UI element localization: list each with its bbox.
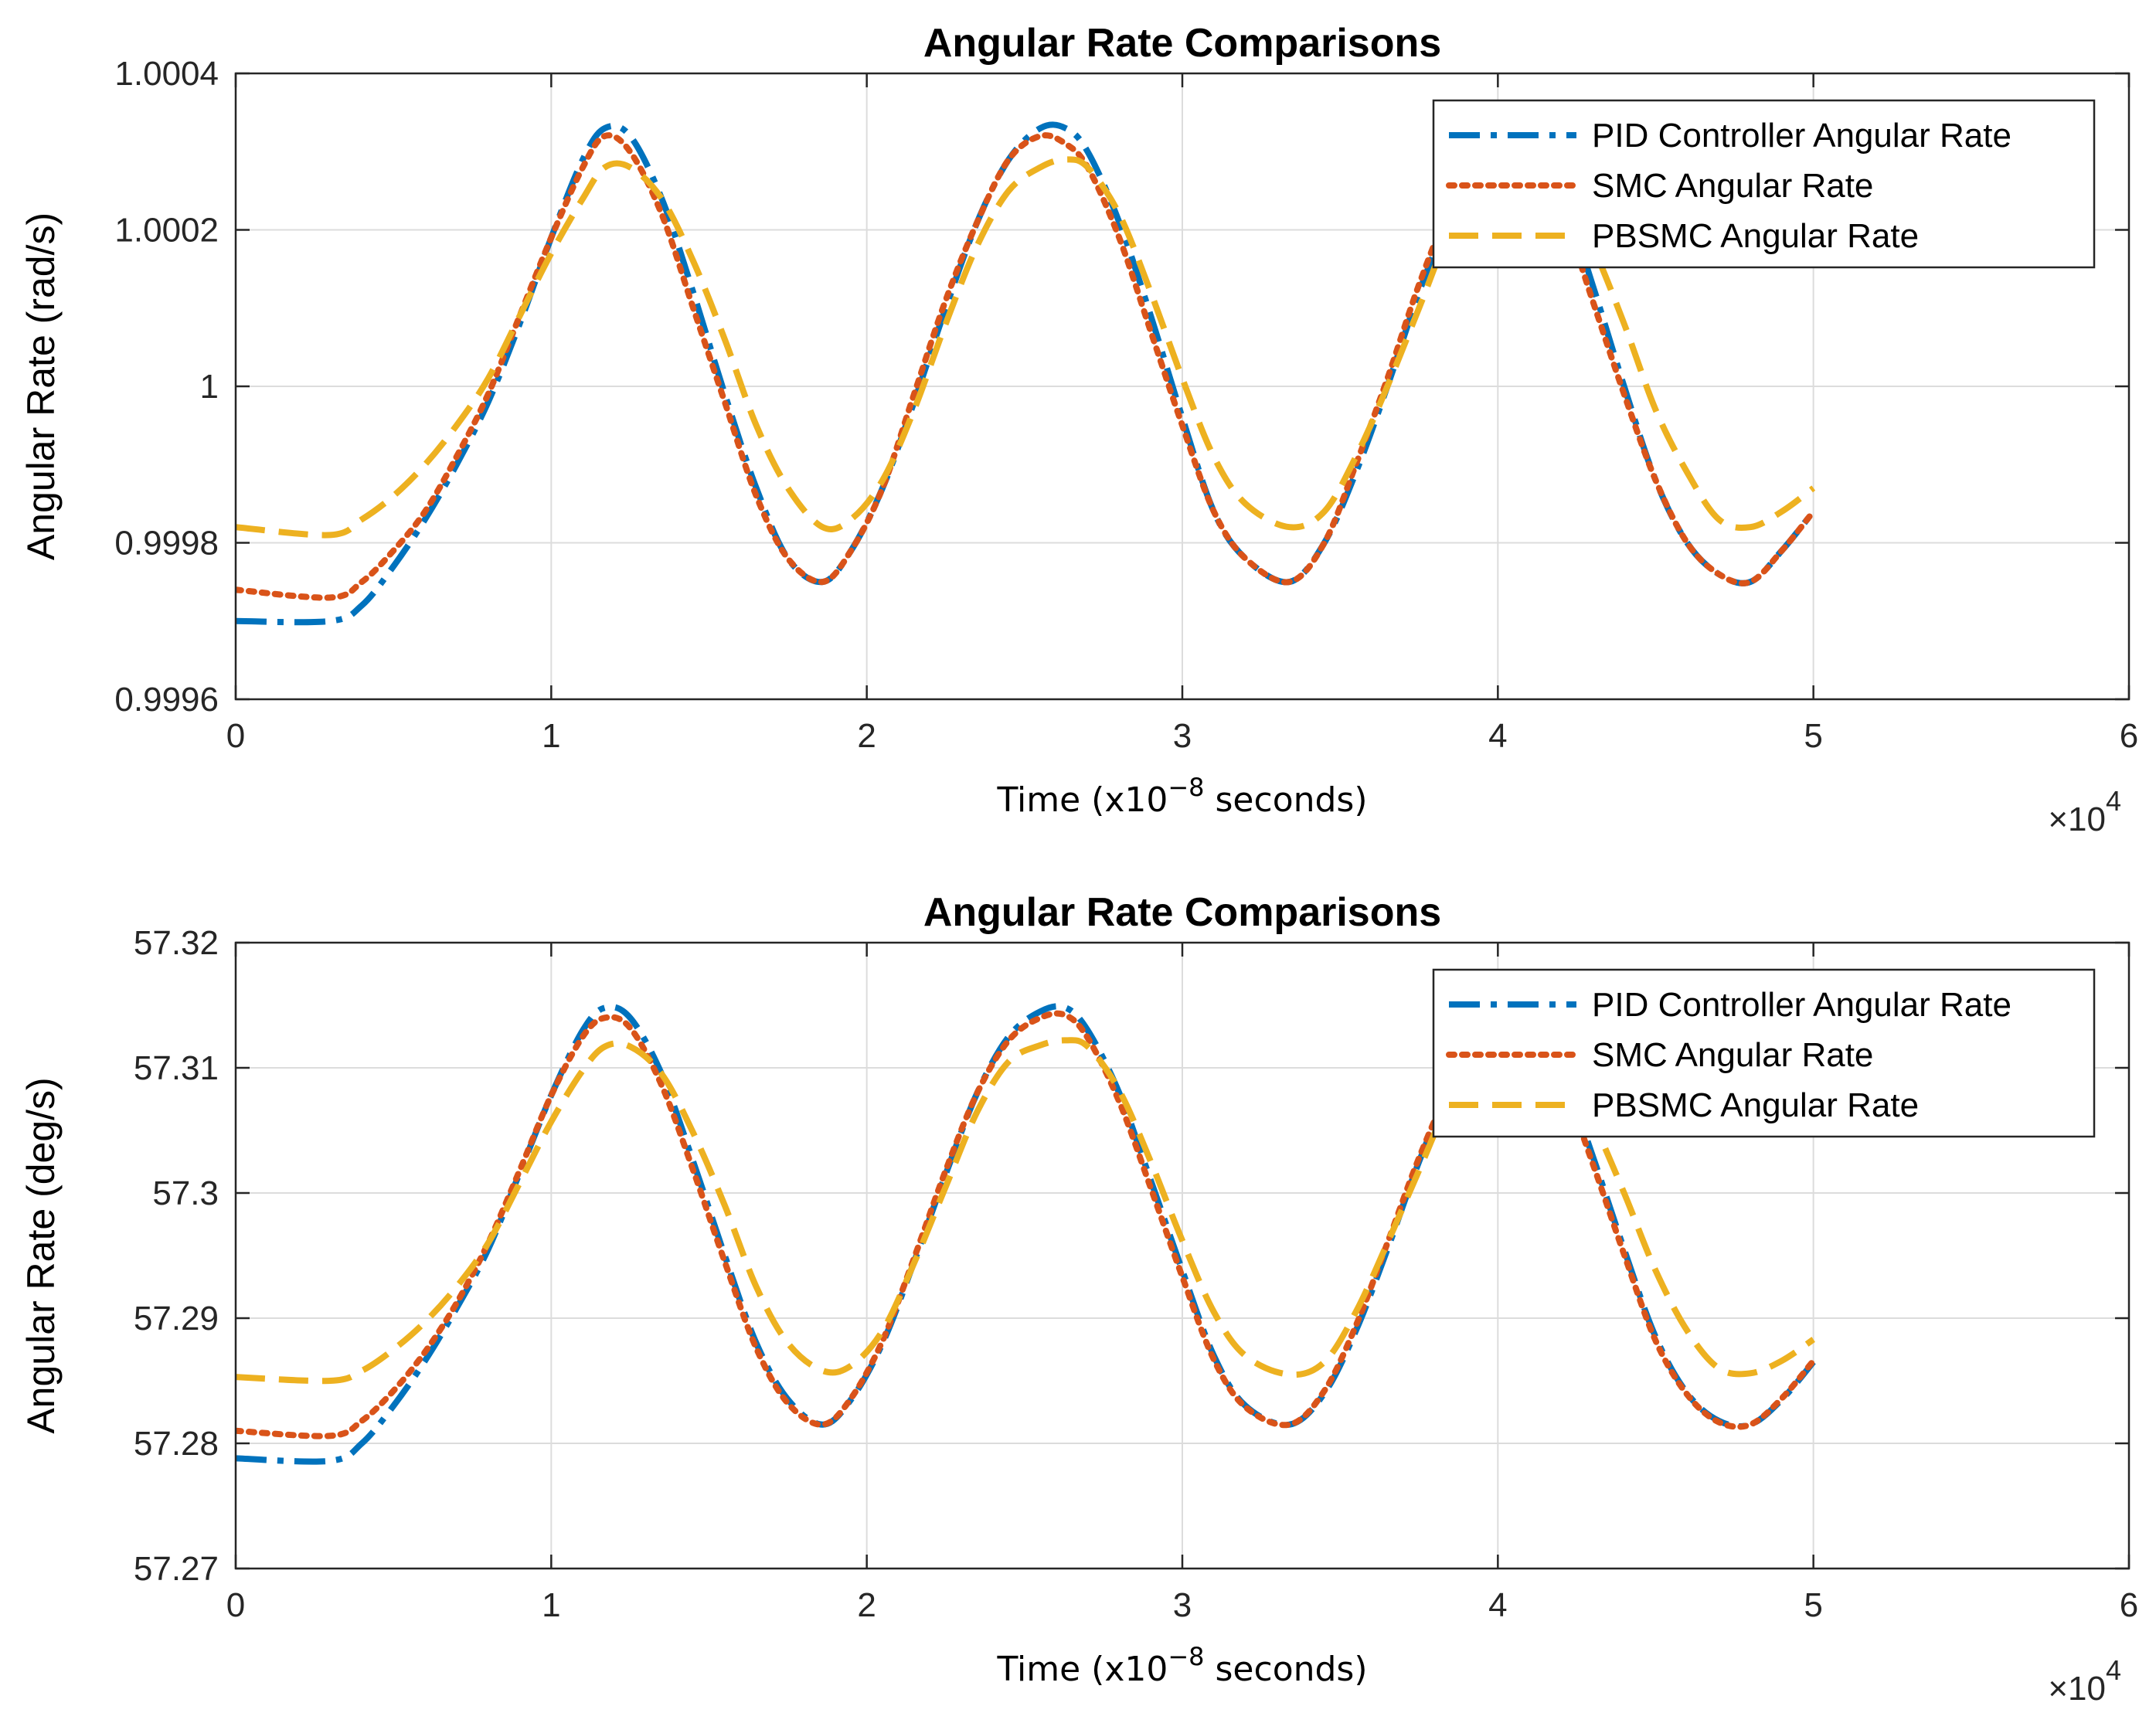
x-axis-multiplier: ×104 xyxy=(2048,1654,2121,1708)
y-tick-label: 57.27 xyxy=(134,1550,219,1588)
x-tick-label: 0 xyxy=(226,717,245,755)
x-tick-label: 2 xyxy=(857,717,876,755)
chart-panel-2: 0 1 2 3 4 5 6 57.27 57.28 57.29 57.3 57.31 57.32 Angu… xyxy=(19,890,2138,1708)
x-axis-label: Time (x10−8 seconds) xyxy=(996,1642,1367,1689)
x-tick-label: 4 xyxy=(1488,1586,1507,1624)
x-tick-label: 1 xyxy=(542,1586,560,1624)
x-tick-label: 1 xyxy=(542,717,560,755)
legend-label-1: PID Controller Angular Rate xyxy=(1592,117,2011,155)
y-tick-label: 0.9998 xyxy=(114,525,219,563)
legend-label-1: PID Controller Angular Rate xyxy=(1592,986,2011,1024)
x-tick-label: 5 xyxy=(1804,717,1822,755)
legend-label-2: SMC Angular Rate xyxy=(1592,1036,1873,1074)
y-tick-label: 57.28 xyxy=(134,1425,219,1463)
series-line-3 xyxy=(236,1037,1815,1385)
y-tick-label: 1.0002 xyxy=(114,212,219,250)
x-tick-label: 3 xyxy=(1173,717,1192,755)
y-axis-label: Angular Rate (rad/s) xyxy=(19,212,63,560)
x-tick-label: 6 xyxy=(2120,717,2138,755)
y-tick-label: 57.32 xyxy=(134,924,219,962)
y-axis-label: Angular Rate (deg/s) xyxy=(19,1077,63,1433)
chart-panel-1: 0 1 2 3 4 5 6 0.9996 0.9998 1 1.0002 1.0004 Angular … xyxy=(19,21,2138,838)
y-tick-label: 57.29 xyxy=(134,1300,219,1337)
x-tick-label: 3 xyxy=(1173,1586,1192,1624)
x-tick-label: 4 xyxy=(1488,717,1507,755)
chart-title: Angular Rate Comparisons xyxy=(923,890,1441,935)
x-axis-multiplier: ×104 xyxy=(2048,785,2121,838)
series-line-3 xyxy=(236,153,1816,539)
x-axis-label: Time (x10−8 seconds) xyxy=(996,773,1367,820)
chart-title: Angular Rate Comparisons xyxy=(923,21,1441,66)
legend-label-3: PBSMC Angular Rate xyxy=(1592,1086,1919,1124)
legend-label-3: PBSMC Angular Rate xyxy=(1592,217,1919,255)
legend: PID Controller Angular Rate SMC Angular R… xyxy=(1432,968,2096,1138)
y-tick-label: 0.9996 xyxy=(114,681,219,719)
y-tick-label: 57.3 xyxy=(152,1174,219,1212)
legend: PID Controller Angular Rate SMC Angular R… xyxy=(1432,99,2096,269)
y-tick-label: 1 xyxy=(200,368,219,406)
series-line-2 xyxy=(236,131,1817,601)
legend-label-2: SMC Angular Rate xyxy=(1592,167,1873,205)
x-tick-label: 5 xyxy=(1804,1586,1822,1624)
y-tick-label: 1.0004 xyxy=(114,55,219,93)
y-tick-label: 57.31 xyxy=(134,1049,219,1087)
x-tick-label: 0 xyxy=(226,1586,245,1624)
x-tick-label: 6 xyxy=(2120,1586,2138,1624)
x-tick-label: 2 xyxy=(857,1586,876,1624)
